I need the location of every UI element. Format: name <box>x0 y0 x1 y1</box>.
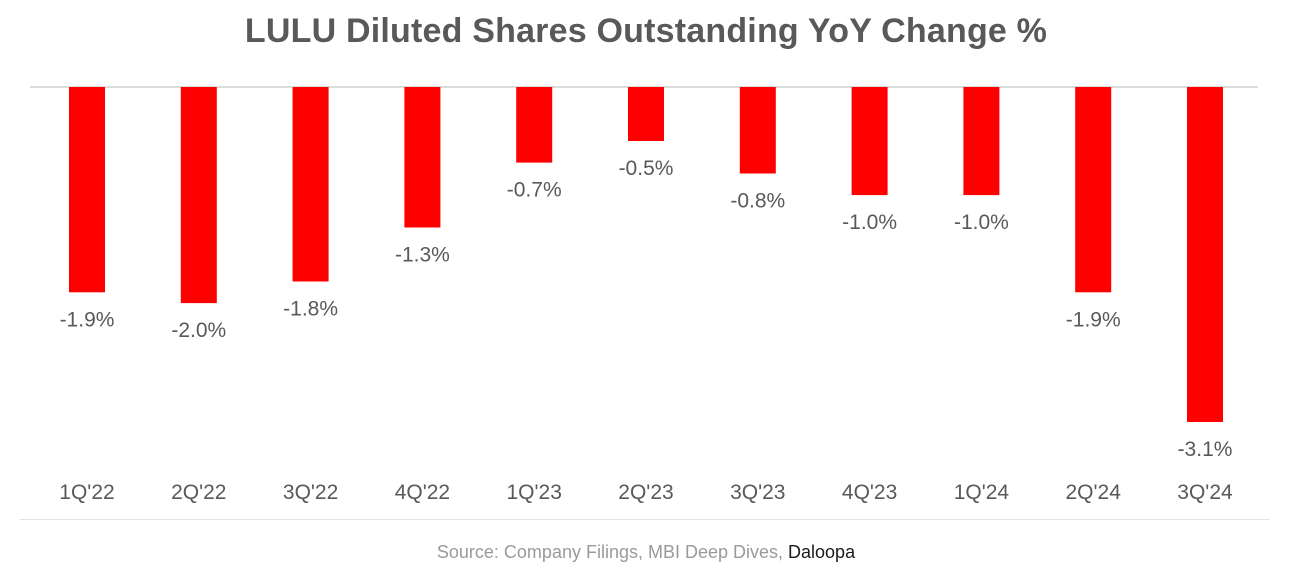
x-tick-label-7: 4Q'23 <box>842 481 897 504</box>
source-brand: Daloopa <box>788 542 856 562</box>
bar-5 <box>628 87 664 141</box>
data-label-6: -0.8% <box>730 190 785 213</box>
bar-2 <box>292 87 329 282</box>
data-label-9: -1.9% <box>1066 308 1121 331</box>
bar-6 <box>739 87 776 174</box>
x-tick-label-2: 3Q'22 <box>283 481 338 504</box>
data-label-4: -0.7% <box>507 179 562 202</box>
bar-0 <box>69 87 105 293</box>
x-tick-label-4: 1Q'23 <box>507 481 562 504</box>
bar-7 <box>851 87 888 196</box>
data-labels: -1.9% -2.0% -1.8% -1.3% -0.7% -0.5% -0.8% -1.0%… <box>60 157 1233 461</box>
bar-10 <box>1187 87 1223 422</box>
bar-9 <box>1075 87 1112 293</box>
bottom-divider <box>20 519 1270 520</box>
x-tick-label-1: 2Q'22 <box>171 481 226 504</box>
x-tick-label-5: 2Q'23 <box>618 481 673 504</box>
x-tick-label-6: 3Q'23 <box>730 481 785 504</box>
data-label-7: -1.0% <box>842 211 897 234</box>
data-label-3: -1.3% <box>395 244 450 267</box>
bar-series <box>69 87 1223 422</box>
x-tick-label-8: 1Q'24 <box>954 481 1010 504</box>
x-tick-label-10: 3Q'24 <box>1177 481 1233 504</box>
bar-8 <box>963 87 1000 196</box>
bar-3 <box>404 87 441 228</box>
data-label-8: -1.0% <box>954 211 1009 234</box>
x-tick-label-0: 1Q'22 <box>59 481 114 504</box>
bar-1 <box>180 87 217 304</box>
x-tick-label-9: 2Q'24 <box>1066 481 1122 504</box>
data-label-0: -1.9% <box>60 308 115 331</box>
source-text: Source: Company Filings, MBI Deep Dives, <box>436 542 789 562</box>
x-axis-tick-labels: 1Q'22 2Q'22 3Q'22 4Q'22 1Q'23 2Q'23 3Q'23 4Q'23… <box>59 481 1233 504</box>
x-tick-label-3: 4Q'22 <box>395 481 450 504</box>
data-label-2: -1.8% <box>283 298 338 321</box>
data-label-5: -0.5% <box>619 157 674 180</box>
bar-4 <box>516 87 553 163</box>
chart-title: LULU Diluted Shares Outstanding YoY Chan… <box>244 12 1048 50</box>
source-footnote: Source: Company Filings, MBI Deep Dives,… <box>0 542 1292 563</box>
data-label-10: -3.1% <box>1178 438 1233 461</box>
data-label-1: -2.0% <box>171 319 226 342</box>
